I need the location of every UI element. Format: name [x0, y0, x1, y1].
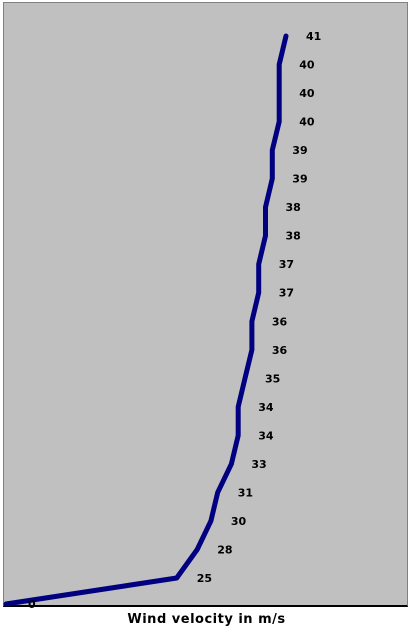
- data-label: 36: [272, 315, 288, 328]
- data-label: 37: [279, 287, 294, 300]
- series-line-layer: [3, 33, 289, 607]
- data-label: 30: [231, 515, 247, 528]
- data-label: 37: [279, 258, 294, 271]
- data-label: 34: [258, 429, 274, 442]
- x-axis-label: Wind velocity in m/s: [127, 612, 286, 627]
- data-label: 25: [197, 572, 212, 585]
- data-label: 41: [306, 30, 321, 43]
- data-label: 38: [286, 230, 301, 243]
- series-line: [3, 33, 289, 607]
- plot-area: [3, 2, 408, 607]
- data-label-layer: 0 25 28 30 31 33 34 34 35 36 36 37 37 38 38 39 39 40 40 40 4…: [28, 30, 321, 611]
- data-label: 40: [299, 116, 315, 129]
- data-label: 39: [292, 173, 307, 186]
- data-label: 40: [299, 59, 315, 72]
- data-label: 31: [238, 486, 253, 499]
- data-label: 34: [258, 401, 274, 414]
- data-label: 40: [299, 87, 315, 100]
- data-label: 28: [217, 544, 232, 557]
- data-label: 33: [251, 458, 266, 471]
- data-label: 36: [272, 344, 288, 357]
- data-label: 0: [28, 598, 36, 611]
- data-label: 39: [292, 144, 307, 157]
- data-label: 38: [286, 201, 301, 214]
- data-label: 35: [265, 372, 280, 385]
